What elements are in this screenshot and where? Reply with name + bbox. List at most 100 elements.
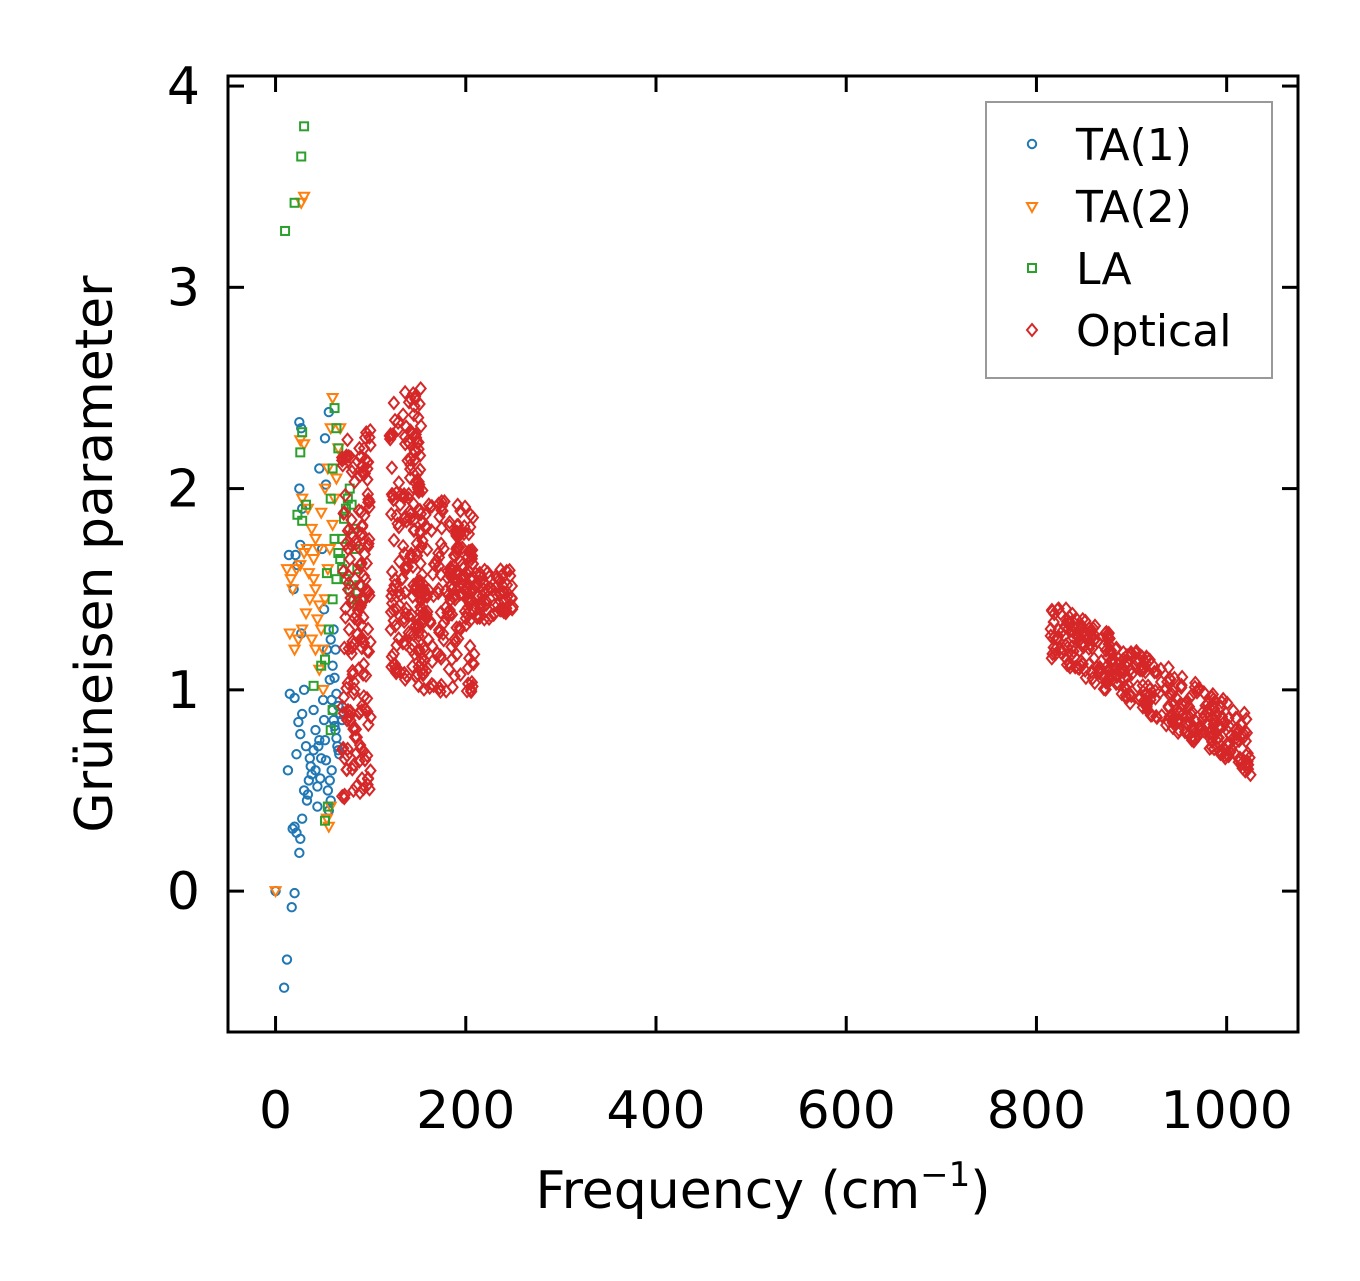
- data-point-diamond: [388, 412, 402, 428]
- data-point-square: [327, 704, 338, 715]
- data-point-diamond: [356, 666, 370, 683]
- data-point-diamond: [1104, 653, 1117, 669]
- data-point-diamond: [454, 621, 467, 637]
- data-point-diamond: [384, 426, 397, 443]
- data-point-circle: [296, 813, 308, 824]
- data-point-diamond: [383, 431, 397, 447]
- data-point-diamond: [1166, 720, 1180, 736]
- data-point-diamond: [454, 570, 467, 586]
- data-point-diamond: [1140, 693, 1154, 709]
- data-point-diamond: [345, 526, 358, 542]
- data-point-diamond: [1185, 704, 1199, 720]
- data-point-diamond: [399, 562, 412, 578]
- data-point-diamond: [342, 708, 356, 724]
- data-point-diamond: [412, 619, 425, 635]
- data-point-diamond: [413, 604, 427, 620]
- data-point-diamond: [396, 407, 410, 423]
- data-point-diamond: [339, 609, 352, 625]
- data-point-diamond: [437, 615, 451, 631]
- data-point-diamond: [461, 590, 475, 606]
- data-point-diamond: [441, 605, 454, 621]
- legend-label-optical: Optical: [1076, 306, 1231, 357]
- data-point-diamond: [359, 667, 373, 684]
- data-point-square: [297, 515, 308, 526]
- y-tick-label: 3: [167, 258, 200, 318]
- data-point-diamond: [1175, 677, 1188, 693]
- data-point-diamond: [361, 486, 375, 502]
- data-point-diamond: [337, 563, 350, 579]
- data-point-diamond: [347, 757, 361, 773]
- data-point-square: [346, 499, 357, 510]
- data-point-diamond: [1061, 640, 1074, 656]
- data-point-diamond: [355, 519, 369, 535]
- data-point-diamond: [346, 459, 360, 475]
- data-point-diamond: [414, 593, 428, 609]
- data-point-square: [327, 463, 338, 474]
- data-point-diamond: [1155, 708, 1169, 724]
- data-point-diamond: [486, 582, 500, 598]
- data-point-triangle-down: [306, 574, 321, 587]
- data-point-diamond: [445, 606, 459, 623]
- data-point-circle: [281, 954, 293, 965]
- data-point-diamond: [1112, 651, 1125, 667]
- x-tick-label: 600: [797, 1081, 896, 1141]
- data-point-diamond: [1106, 652, 1119, 669]
- data-point-diamond: [342, 621, 356, 638]
- x-axis-title: Frequency (cm−1): [535, 1155, 990, 1221]
- data-point-triangle-down: [295, 624, 309, 637]
- data-point-square: [322, 801, 333, 812]
- data-point-diamond: [407, 512, 421, 528]
- data-point-diamond: [1098, 668, 1112, 684]
- data-point-square: [280, 225, 291, 236]
- data-point-circle: [324, 674, 335, 685]
- data-point-triangle-down: [285, 584, 300, 597]
- data-point-circle: [295, 833, 306, 844]
- data-point-circle: [286, 902, 297, 913]
- data-point-diamond: [1150, 664, 1163, 680]
- data-point-diamond: [1048, 641, 1062, 657]
- data-point-diamond: [414, 380, 427, 397]
- data-point-circle: [302, 789, 314, 800]
- data-point-diamond: [481, 564, 495, 581]
- data-point-diamond: [1046, 646, 1059, 662]
- data-point-diamond: [423, 499, 437, 515]
- data-point-diamond: [392, 475, 406, 491]
- data-point-diamond: [1063, 659, 1077, 675]
- data-point-diamond: [478, 611, 491, 627]
- data-point-diamond: [1241, 761, 1255, 777]
- data-point-diamond: [346, 761, 359, 777]
- data-point-circle: [326, 765, 337, 776]
- data-point-square: [331, 574, 342, 585]
- data-point-diamond: [409, 618, 422, 634]
- data-point-diamond: [385, 588, 398, 604]
- data-point-diamond: [451, 517, 465, 533]
- data-point-diamond: [500, 588, 514, 605]
- data-point-triangle-down: [287, 644, 302, 657]
- data-point-diamond: [1141, 678, 1155, 694]
- legend-diamond-icon: [1025, 322, 1039, 338]
- data-point-circle: [308, 704, 319, 716]
- data-point-diamond: [385, 486, 399, 502]
- data-point-square: [331, 423, 342, 434]
- data-point-diamond: [361, 621, 375, 637]
- data-point-diamond: [1199, 716, 1213, 732]
- data-point-diamond: [1162, 698, 1175, 714]
- data-point-circle: [298, 684, 310, 696]
- data-point-diamond: [450, 581, 464, 598]
- data-point-diamond: [1083, 656, 1096, 672]
- data-point-diamond: [1159, 717, 1173, 733]
- data-point-diamond: [398, 384, 412, 400]
- data-point-triangle-down: [299, 608, 313, 621]
- data-point-diamond: [1238, 705, 1251, 721]
- data-point-diamond: [1116, 651, 1130, 668]
- data-point-diamond: [385, 460, 399, 476]
- data-point-diamond: [474, 598, 488, 614]
- data-point-diamond: [473, 565, 487, 581]
- data-point-diamond: [1197, 684, 1211, 701]
- data-point-diamond: [1185, 729, 1199, 745]
- data-point-diamond: [1166, 711, 1180, 727]
- x-tick-label: 1000: [1160, 1081, 1292, 1141]
- data-point-diamond: [1129, 645, 1143, 661]
- data-point-triangle-down: [311, 543, 326, 557]
- data-point-diamond: [464, 571, 477, 587]
